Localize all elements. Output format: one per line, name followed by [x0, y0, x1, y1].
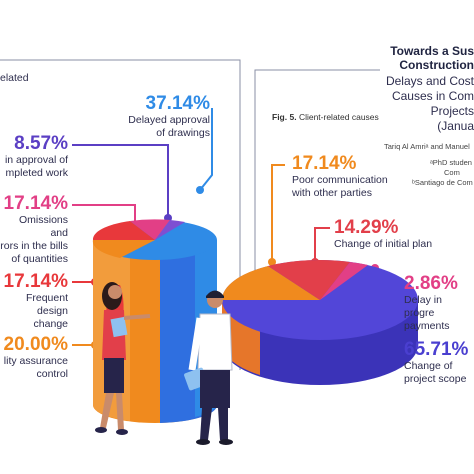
affiliation-1: ᵃPhD studen [430, 158, 472, 167]
cause-label: with other parties [292, 187, 372, 199]
cause-label: payments [404, 320, 450, 332]
right-item-initial-plan: 14.29% Change of initial plan [334, 218, 432, 251]
slice-omissions [130, 219, 170, 240]
cause-label: Delay in progre [404, 294, 442, 319]
cause-label: Delayed approval [128, 114, 210, 126]
man-figure [184, 290, 233, 445]
left-header-fragment: elated [0, 72, 29, 84]
slice-design-change [92, 221, 155, 240]
pct-label: 8.57% [14, 133, 68, 154]
authors: Tariq Al Amriᵃ and Manuel [384, 142, 470, 151]
connector-approval [72, 144, 169, 218]
right-cylinder-chart [221, 260, 418, 385]
slice-progress-payments [320, 262, 368, 300]
connector-drawings [199, 108, 213, 191]
cause-label: mpleted work [5, 167, 68, 179]
left-item-approval: 8.57% in approval of mpleted work [0, 134, 68, 180]
cause-label: design change [33, 305, 68, 330]
pct-label: 2.86% [404, 273, 458, 294]
pct-label: 17.14% [292, 153, 357, 174]
subtitle-line-4: (Janua [437, 119, 474, 133]
pct-label: 20.00% [3, 334, 68, 355]
subtitle-line-1: Delays and Cost [385, 74, 474, 88]
left-item-quality: 20.00% lity assurance control [0, 335, 68, 381]
cause-label: of quantities [11, 253, 68, 265]
subtitle-line-3: Projects [430, 104, 474, 118]
pct-label: 17.14% [3, 271, 68, 292]
cause-label: of drawings [156, 127, 210, 139]
affiliation-3: ᵇSantiago de Com [412, 178, 473, 187]
cause-label: rors in the bills [0, 240, 68, 252]
right-item-scope: 65.71% Change of project scope [404, 340, 468, 386]
left-item-design-change: 17.14% Frequent design change [0, 272, 68, 331]
slice-initial-plan [268, 260, 350, 300]
subtitle-line-2: Causes in Com [391, 89, 474, 103]
slice-quality [92, 240, 155, 258]
title-line-2: Construction [399, 58, 474, 72]
figure-caption-text: Client-related causes [298, 112, 379, 122]
right-item-communication: 17.14% Poor communication with other par… [292, 154, 388, 200]
title-line-1: Towards a Sus [390, 44, 474, 58]
affiliation-2: Com [444, 168, 460, 177]
cause-label: project scope [404, 373, 467, 385]
slice-approval [155, 220, 185, 240]
figure-number: Fig. 5. [272, 112, 297, 122]
right-item-progress-payments: 2.86% Delay in progre payments [404, 274, 474, 333]
cause-label: Frequent [25, 292, 68, 304]
connector-initial-plan [314, 227, 330, 262]
left-item-omissions: 17.14% Omissions and rors in the bills o… [0, 194, 68, 266]
pct-label: 17.14% [3, 193, 68, 214]
pct-label: 37.14% [145, 93, 210, 114]
cause-label: Omissions and [18, 214, 68, 239]
figure-caption: Fig. 5. Client-related causes [272, 112, 379, 122]
cause-label: control [36, 368, 68, 380]
connector-communication [271, 164, 285, 262]
cause-label: lity assurance [3, 355, 68, 367]
cause-label: Change of [404, 360, 453, 372]
pct-label: 65.71% [404, 339, 469, 360]
cause-label: Poor communication [292, 174, 388, 186]
left-item-drawings: 37.14% Delayed approval of drawings [120, 94, 210, 140]
pct-label: 14.29% [334, 217, 399, 238]
slice-communication [221, 266, 320, 300]
cause-label: Change of initial plan [334, 238, 433, 250]
woman-figure [95, 282, 151, 435]
left-frame-line [0, 59, 241, 370]
cause-label: in approval of [4, 154, 68, 166]
title-block: Towards a Sus Construction Delays and Co… [334, 44, 474, 134]
